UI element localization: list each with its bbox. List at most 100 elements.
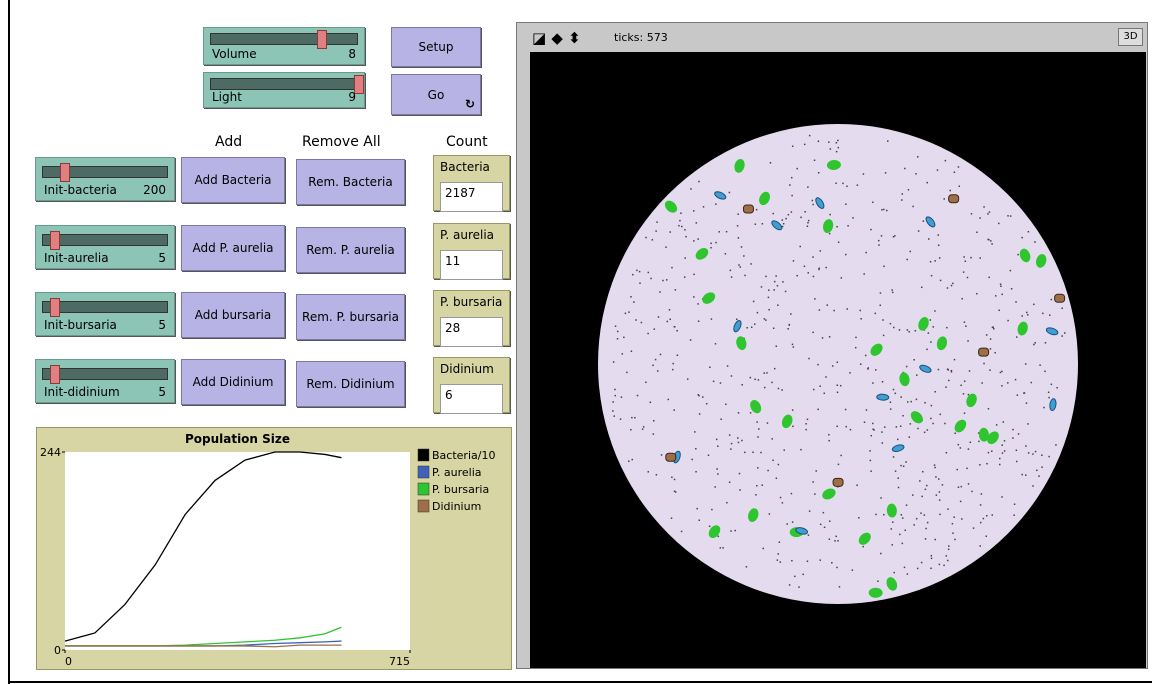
bacterium bbox=[949, 190, 951, 192]
bacterium bbox=[739, 489, 741, 491]
bacterium bbox=[765, 276, 767, 278]
bacterium bbox=[906, 504, 908, 506]
bacterium bbox=[639, 282, 641, 284]
bacterium bbox=[1033, 304, 1035, 306]
bacterium bbox=[924, 514, 926, 516]
page: Volume8 Light9 Setup Go↻ Add Remove All … bbox=[0, 0, 1152, 684]
bacterium bbox=[879, 305, 881, 307]
bacterium bbox=[647, 471, 649, 473]
button-label: Go bbox=[428, 88, 445, 102]
bacterium bbox=[931, 558, 933, 560]
bacterium bbox=[883, 266, 885, 268]
bacterium bbox=[681, 531, 683, 533]
bacterium bbox=[915, 173, 917, 175]
button[interactable]: Add bursaria bbox=[181, 292, 285, 338]
bacterium bbox=[907, 329, 909, 331]
bacterium bbox=[947, 368, 949, 370]
bacterium bbox=[626, 372, 628, 374]
button[interactable]: Rem. P. aurelia bbox=[296, 227, 405, 273]
bacterium bbox=[901, 199, 903, 201]
bacterium bbox=[959, 185, 961, 187]
bacterium bbox=[999, 458, 1001, 460]
bacterium bbox=[720, 382, 722, 384]
bacterium bbox=[947, 287, 949, 289]
bacterium bbox=[623, 337, 625, 339]
bacterium bbox=[895, 470, 897, 472]
bacterium bbox=[776, 478, 778, 480]
bacterium bbox=[925, 528, 927, 530]
button[interactable]: Setup bbox=[391, 27, 481, 67]
button[interactable]: Add Bacteria bbox=[181, 157, 285, 203]
3d-button[interactable]: 3D bbox=[1118, 28, 1143, 46]
bacterium bbox=[677, 355, 679, 357]
bacterium bbox=[793, 260, 795, 262]
bacterium bbox=[934, 391, 936, 393]
bacterium bbox=[917, 568, 919, 570]
button[interactable]: Rem. Bacteria bbox=[296, 159, 405, 205]
bacterium bbox=[1015, 379, 1017, 381]
bacterium bbox=[1007, 320, 1009, 322]
bacterium bbox=[820, 559, 822, 561]
button[interactable]: Rem. Didinium bbox=[296, 361, 405, 407]
bacterium bbox=[908, 331, 910, 333]
bacterium bbox=[862, 546, 864, 548]
button[interactable]: Rem. P. bursaria bbox=[296, 294, 405, 340]
bacterium bbox=[850, 429, 852, 431]
bacterium bbox=[837, 392, 839, 394]
bacterium bbox=[860, 363, 862, 365]
bacterium bbox=[1021, 237, 1023, 239]
bacterium bbox=[718, 536, 720, 538]
ticks-label: ticks: 573 bbox=[614, 31, 668, 44]
plot-area bbox=[65, 452, 410, 650]
bacterium bbox=[952, 523, 954, 525]
bacterium bbox=[780, 561, 782, 563]
button-label: Add bursaria bbox=[195, 308, 271, 322]
bacterium bbox=[872, 429, 874, 431]
bacterium bbox=[891, 289, 893, 291]
bacterium bbox=[655, 359, 657, 361]
bacterium bbox=[703, 206, 705, 208]
monitor-value: 2187 bbox=[440, 182, 503, 212]
bacterium bbox=[612, 401, 614, 403]
bacterium bbox=[899, 534, 901, 536]
bacterium bbox=[693, 296, 695, 298]
bacterium bbox=[880, 553, 882, 555]
bacterium bbox=[849, 372, 851, 374]
bacterium bbox=[791, 560, 793, 562]
bacterium bbox=[643, 426, 645, 428]
bacterium bbox=[690, 188, 692, 190]
bacterium bbox=[1044, 371, 1046, 373]
bacterium bbox=[673, 409, 675, 411]
bacterium bbox=[658, 316, 659, 318]
button[interactable]: Add Didinium bbox=[181, 359, 285, 405]
bacterium bbox=[1056, 387, 1058, 389]
bacterium bbox=[1042, 313, 1044, 315]
bacterium bbox=[617, 338, 619, 340]
world-view bbox=[530, 52, 1146, 668]
bacterium bbox=[934, 260, 936, 262]
button[interactable]: Add P. aurelia bbox=[181, 225, 285, 271]
bacterium bbox=[791, 195, 793, 197]
bacterium bbox=[763, 548, 765, 550]
bacterium bbox=[934, 464, 936, 466]
bacterium bbox=[639, 271, 641, 273]
button[interactable]: Go↻ bbox=[391, 74, 481, 115]
bacterium bbox=[838, 464, 840, 466]
bacterium bbox=[756, 209, 758, 211]
bacterium bbox=[1055, 444, 1057, 446]
didinium bbox=[833, 478, 843, 486]
monitor-label: Didinium bbox=[440, 362, 494, 376]
bacterium bbox=[1012, 437, 1014, 439]
view-controls[interactable]: ◪ ◆ ⬍ bbox=[532, 29, 581, 47]
bacterium bbox=[978, 441, 980, 443]
bacterium bbox=[891, 528, 893, 530]
bacterium bbox=[792, 344, 794, 346]
bacterium bbox=[726, 502, 728, 504]
y-tick-label: 0 bbox=[54, 644, 61, 657]
